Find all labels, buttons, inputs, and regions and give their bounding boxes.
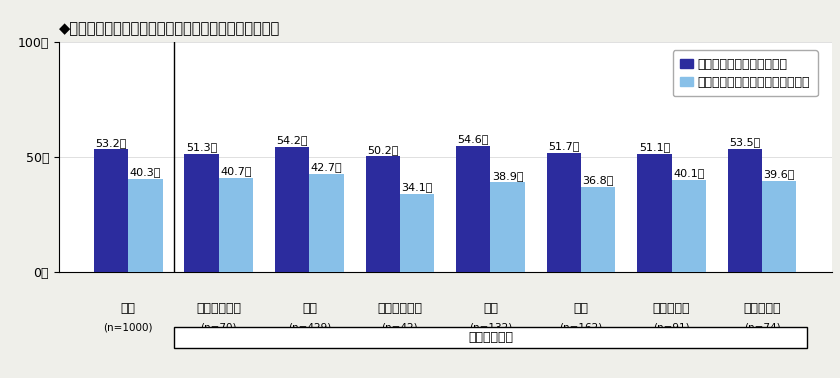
- Bar: [727, 149, 762, 272]
- Bar: [671, 180, 706, 272]
- Bar: [637, 154, 671, 272]
- Bar: [581, 187, 616, 272]
- Bar: [94, 149, 129, 272]
- Text: 40.1点: 40.1点: [673, 168, 705, 178]
- Bar: [365, 156, 400, 272]
- Legend: 自分が住む地域の災害対策, 自分が家庭で行っている災害対策: 自分が住む地域の災害対策, 自分が家庭で行っている災害対策: [673, 50, 817, 96]
- Text: 42.7点: 42.7点: [311, 162, 343, 172]
- Text: (n=429): (n=429): [288, 323, 331, 333]
- Text: (n=1000): (n=1000): [103, 323, 153, 333]
- Text: 関東: 関東: [302, 302, 317, 315]
- Bar: [129, 179, 163, 272]
- Text: ◆災害対策の点数評価（平均点）　［各単一回答形式］: ◆災害対策の点数評価（平均点） ［各単一回答形式］: [59, 21, 280, 36]
- Text: 50.2点: 50.2点: [367, 144, 398, 155]
- Text: 51.3点: 51.3点: [186, 142, 218, 152]
- Text: 中国・四国: 中国・四国: [653, 302, 690, 315]
- Text: 36.8点: 36.8点: [582, 175, 614, 186]
- Bar: [456, 146, 491, 272]
- Text: 53.2点: 53.2点: [96, 138, 127, 148]
- Text: 54.2点: 54.2点: [276, 135, 308, 146]
- Bar: [491, 183, 525, 272]
- Text: (n=132): (n=132): [469, 323, 512, 333]
- Text: 39.6点: 39.6点: [764, 169, 795, 179]
- Text: (n=162): (n=162): [559, 323, 602, 333]
- Text: 近畿: 近畿: [574, 302, 589, 315]
- Text: (n=74): (n=74): [743, 323, 780, 333]
- Bar: [547, 153, 581, 272]
- Text: 54.6点: 54.6点: [458, 135, 489, 144]
- Text: 九州・沖縄: 九州・沖縄: [743, 302, 781, 315]
- Text: 51.7点: 51.7点: [549, 141, 580, 151]
- Bar: [185, 154, 219, 272]
- Text: 34.1点: 34.1点: [402, 182, 433, 192]
- Bar: [762, 181, 796, 272]
- Text: 全体: 全体: [121, 302, 136, 315]
- Bar: [174, 327, 807, 348]
- Text: 51.1点: 51.1点: [638, 143, 670, 152]
- Text: 東海: 東海: [483, 302, 498, 315]
- Text: 北海道・東北: 北海道・東北: [197, 302, 241, 315]
- Text: 居住エリア別: 居住エリア別: [468, 332, 513, 344]
- Text: (n=70): (n=70): [201, 323, 237, 333]
- Bar: [219, 178, 254, 272]
- Bar: [275, 147, 309, 272]
- Text: 40.7点: 40.7点: [220, 166, 252, 177]
- Text: (n=42): (n=42): [381, 323, 418, 333]
- Text: 北陸・甲信越: 北陸・甲信越: [377, 302, 423, 315]
- Text: 38.9点: 38.9点: [492, 170, 523, 181]
- Text: 53.5点: 53.5点: [729, 137, 760, 147]
- Text: (n=91): (n=91): [654, 323, 690, 333]
- Bar: [400, 194, 434, 272]
- Text: 40.3点: 40.3点: [130, 167, 161, 177]
- Bar: [309, 174, 344, 272]
